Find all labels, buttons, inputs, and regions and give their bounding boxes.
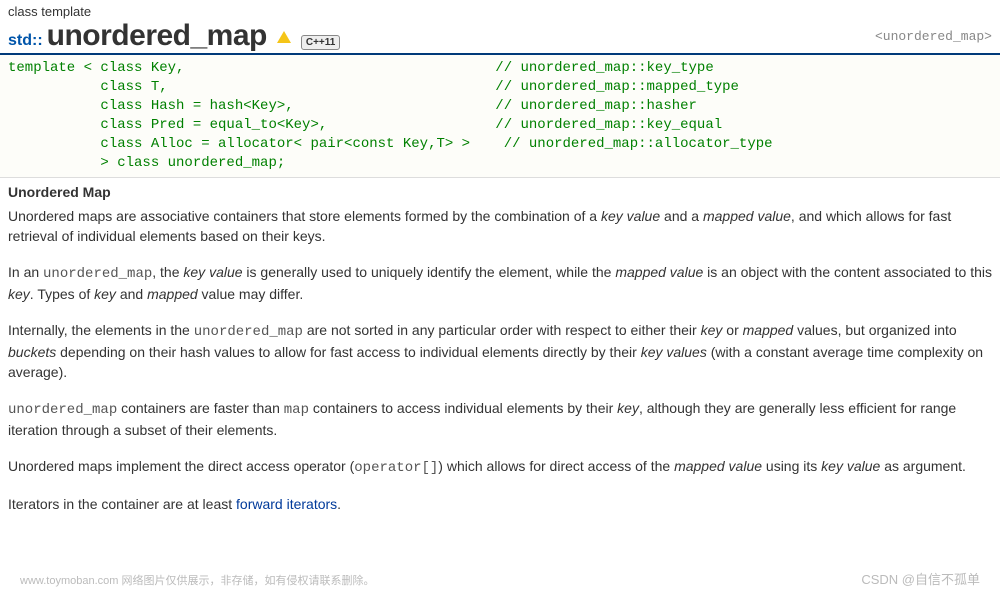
- tmpl-l3-code: class Hash = hash<Key>,: [8, 98, 294, 114]
- tmpl-l2-comment: // unordered_map::mapped_type: [495, 79, 739, 95]
- paragraph-4: unordered_map containers are faster than…: [8, 398, 992, 440]
- content-body: Unordered Map Unordered maps are associa…: [0, 178, 1000, 540]
- watermark-right: CSDN @自信不孤单: [861, 569, 980, 588]
- tmpl-l1-code: template < class Key,: [8, 60, 184, 76]
- paragraph-5: Unordered maps implement the direct acce…: [8, 456, 992, 478]
- warning-icon: [277, 31, 291, 43]
- tmpl-l2-code: class T,: [8, 79, 168, 95]
- header: class template std::unordered_map C++11 …: [0, 0, 1000, 53]
- paragraph-2: In an unordered_map, the key value is ge…: [8, 262, 992, 304]
- class-template-label: class template: [8, 4, 992, 19]
- forward-iterators-link[interactable]: forward iterators: [236, 496, 337, 512]
- section-title: Unordered Map: [8, 184, 992, 200]
- paragraph-6: Iterators in the container are at least …: [8, 494, 992, 514]
- page-title: unordered_map: [47, 19, 267, 53]
- tmpl-l3-comment: // unordered_map::hasher: [495, 98, 697, 114]
- tmpl-l1-comment: // unordered_map::key_type: [495, 60, 713, 76]
- tmpl-l5-comment: // unordered_map::allocator_type: [504, 136, 773, 152]
- header-include: <unordered_map>: [875, 29, 992, 44]
- tmpl-l4-code: class Pred = equal_to<Key>,: [8, 117, 327, 133]
- paragraph-3: Internally, the elements in the unordere…: [8, 320, 992, 382]
- cpp11-badge: C++11: [301, 35, 340, 50]
- template-declaration: template < class Key, // unordered_map::…: [0, 53, 1000, 178]
- namespace-prefix: std::: [8, 32, 43, 50]
- tmpl-l6-code: > class unordered_map;: [8, 155, 285, 171]
- tmpl-l5-code: class Alloc = allocator< pair<const Key,…: [8, 136, 470, 152]
- tmpl-l4-comment: // unordered_map::key_equal: [495, 117, 722, 133]
- watermark-left: www.toymoban.com 网络图片仅供展示，非存储，如有侵权请联系删除。: [20, 572, 374, 588]
- paragraph-1: Unordered maps are associative container…: [8, 206, 992, 246]
